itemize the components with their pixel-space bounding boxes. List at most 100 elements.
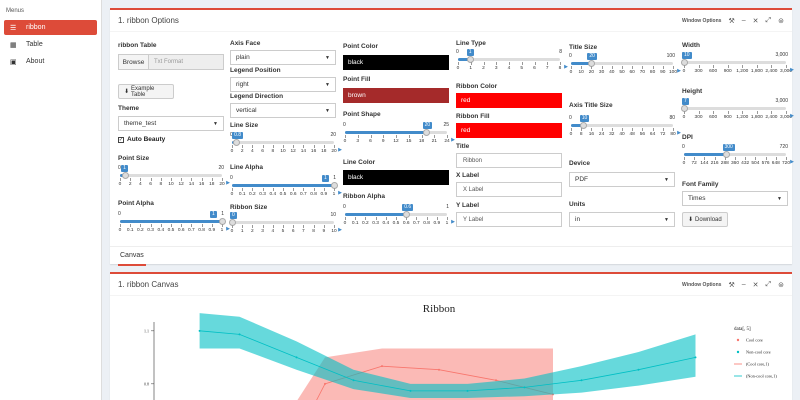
data-point: [352, 379, 355, 382]
axis-face-select[interactable]: plain ▼: [230, 50, 336, 65]
wrench-icon[interactable]: ⚒: [728, 17, 735, 25]
play-icon[interactable]: ▶: [338, 227, 342, 233]
axis-title-size-slider[interactable]: 0 80 10 0 8 16 24 32 40 48 56 64 72 80 ▶: [569, 115, 681, 139]
slider-tick: [150, 178, 152, 181]
minimize-icon[interactable]: –: [741, 281, 746, 288]
example-table-button[interactable]: ⬇ Example Table: [118, 84, 174, 99]
sidebar-item-table[interactable]: ▦ Table: [4, 37, 97, 52]
slider-ticks: [232, 145, 335, 149]
minimize-icon[interactable]: –: [741, 17, 746, 24]
slider-track[interactable]: [684, 61, 786, 64]
point-color-picker[interactable]: black: [343, 55, 449, 70]
tab-canvas[interactable]: Canvas: [118, 247, 146, 266]
dpi-slider[interactable]: 0 720 300 0 72 144 216 288 360 432 504 576 648 720 ▶: [682, 144, 794, 168]
slider-track[interactable]: [458, 58, 560, 61]
collapse-icon[interactable]: ⊜: [778, 17, 784, 25]
title-input[interactable]: Ribbon: [456, 153, 562, 168]
auto-beauty-checkbox[interactable]: ✓ Auto Beauty: [118, 136, 165, 143]
slider-tick: [252, 225, 254, 228]
data-point: [381, 365, 383, 368]
slider-track[interactable]: [571, 124, 673, 127]
play-icon[interactable]: ▶: [790, 67, 794, 73]
legend-direction-select[interactable]: vertical ▼: [230, 103, 336, 118]
legend-position-select[interactable]: right ▼: [230, 77, 336, 92]
slider-track[interactable]: [684, 107, 786, 110]
slider-track[interactable]: [120, 174, 222, 177]
slider-track[interactable]: [684, 153, 786, 156]
play-icon[interactable]: ▶: [226, 226, 230, 232]
play-icon[interactable]: ▶: [677, 130, 681, 136]
slider-handle[interactable]: [232, 139, 240, 146]
file-name-field[interactable]: Txt Format: [149, 55, 223, 69]
slider-handle[interactable]: [723, 151, 730, 158]
device-select[interactable]: PDF ▼: [569, 172, 675, 187]
play-icon[interactable]: ▶: [677, 68, 681, 74]
slider-tick: [396, 135, 397, 138]
slider-tick: [632, 66, 634, 69]
line-size-label: Line Size: [230, 122, 259, 129]
theme-select[interactable]: theme_test ▼: [118, 116, 224, 131]
slider-handle[interactable]: [580, 122, 588, 129]
title-size-slider[interactable]: 0 100 20 0 10 20 30 40 50 60 70 80 90 100 ▶: [569, 53, 681, 77]
ribbon-alpha-slider[interactable]: 0 1 0.6 0 0.1 0.2 0.3 0.4 0.5 0.6 0.7 0.8 0.9 1 ▶: [343, 204, 455, 228]
slider-handle[interactable]: [423, 129, 431, 136]
wrench-icon[interactable]: ⚒: [728, 281, 735, 289]
units-select[interactable]: in ▼: [569, 212, 675, 227]
ribbon-fill-picker[interactable]: red: [456, 123, 562, 138]
play-icon[interactable]: ▶: [338, 147, 342, 153]
line-alpha-slider[interactable]: 0 1 1 0 0.1 0.2 0.3 0.4 0.5 0.6 0.7 0.8 0.9 1 ▶: [230, 175, 342, 199]
slider-max-label: 100: [666, 53, 675, 59]
slider-track[interactable]: [232, 141, 334, 144]
play-icon[interactable]: ▶: [226, 180, 230, 186]
sidebar-item-ribbon[interactable]: ☰ ribbon: [4, 20, 97, 35]
collapse-icon[interactable]: ⊜: [778, 281, 784, 289]
font-family-select[interactable]: Times ▼: [682, 191, 788, 206]
ribbon-size-slider[interactable]: 0100012345678910▶: [228, 212, 342, 236]
slider-max-label: 1: [446, 204, 449, 210]
slider-track[interactable]: [571, 62, 673, 65]
point-alpha-slider[interactable]: 0 1 1 0 0.1 0.2 0.3 0.4 0.5 0.6 0.7 0.8 0.9 1 ▶: [118, 211, 230, 235]
slider-ticks: [684, 65, 787, 69]
play-icon[interactable]: ▶: [338, 190, 342, 196]
play-icon[interactable]: ▶: [451, 137, 455, 143]
ribbon-color-picker[interactable]: red: [456, 93, 562, 108]
sidebar-item-about[interactable]: ▣ About: [4, 54, 97, 69]
slider-tick: [684, 65, 685, 68]
line-color-picker[interactable]: black: [343, 170, 449, 185]
slider-tick: [242, 188, 244, 191]
ribbon-table-file-input[interactable]: Browse Txt Format: [118, 54, 224, 70]
slider-tick-label: 6: [261, 149, 264, 154]
slider-tick: [334, 188, 335, 191]
slider-tick-label: 576: [761, 161, 770, 166]
x-label-input[interactable]: X Label: [456, 182, 562, 197]
play-icon[interactable]: ▶: [564, 64, 568, 70]
slider-tick: [140, 224, 142, 227]
slider-tick: [611, 66, 613, 69]
play-icon[interactable]: ▶: [451, 219, 455, 225]
play-icon[interactable]: ▶: [790, 113, 794, 119]
slider-track[interactable]: [232, 221, 334, 224]
close-icon[interactable]: ✕: [752, 281, 759, 289]
play-icon[interactable]: ▶: [790, 159, 794, 165]
y-label-input[interactable]: Y Label: [456, 212, 562, 227]
slider-tick: [262, 225, 264, 228]
browse-button[interactable]: Browse: [119, 55, 149, 69]
slider-handle[interactable]: [121, 172, 129, 179]
expand-icon[interactable]: ⤢: [765, 16, 772, 24]
list-icon: ☰: [10, 24, 17, 32]
line-type-slider[interactable]: 0 8 1 0 1 2 3 4 5 6 7 8 ▶: [456, 49, 568, 73]
expand-icon[interactable]: ⤢: [765, 280, 772, 288]
point-size-slider[interactable]: 0 20 1 0 2 4 6 8 10 12 14 16 18 20 ▶: [118, 165, 230, 189]
download-button[interactable]: ⬇ Download: [682, 212, 728, 227]
slider-ticks: [120, 224, 223, 228]
close-icon[interactable]: ✕: [752, 17, 759, 25]
point-fill-picker[interactable]: brown: [343, 88, 449, 103]
slider-value-label: 0.6: [402, 204, 414, 211]
slider-tick-label: 90: [660, 70, 666, 75]
point-shape-slider[interactable]: 0 25 20 0 3 6 9 12 15 18 21 24 ▶: [343, 122, 455, 146]
point-size-label: Point Size: [118, 155, 150, 162]
slider-tick-label: 9: [381, 139, 385, 144]
